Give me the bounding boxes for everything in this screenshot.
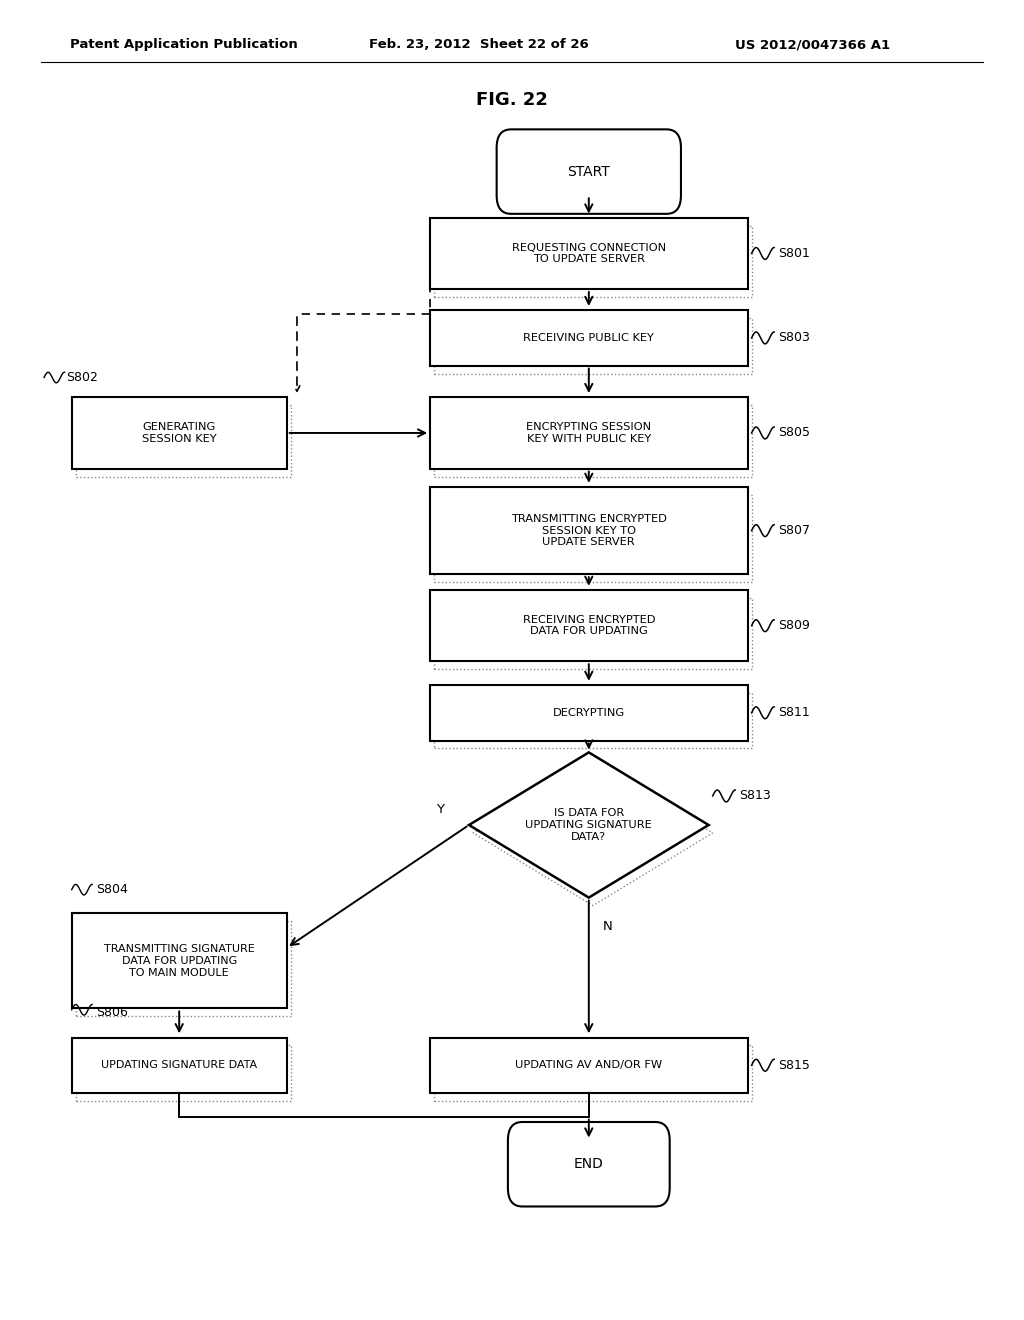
Bar bbox=[430, 310, 748, 366]
Text: RECEIVING ENCRYPTED
DATA FOR UPDATING: RECEIVING ENCRYPTED DATA FOR UPDATING bbox=[522, 615, 655, 636]
Text: S809: S809 bbox=[778, 619, 810, 632]
Text: END: END bbox=[573, 1158, 604, 1171]
Text: TRANSMITTING SIGNATURE
DATA FOR UPDATING
TO MAIN MODULE: TRANSMITTING SIGNATURE DATA FOR UPDATING… bbox=[103, 944, 255, 978]
Bar bbox=[434, 495, 752, 582]
Text: IS DATA FOR
UPDATING SIGNATURE
DATA?: IS DATA FOR UPDATING SIGNATURE DATA? bbox=[525, 808, 652, 842]
FancyBboxPatch shape bbox=[497, 129, 681, 214]
Text: TRANSMITTING ENCRYPTED
SESSION KEY TO
UPDATE SERVER: TRANSMITTING ENCRYPTED SESSION KEY TO UP… bbox=[511, 513, 667, 548]
Text: S805: S805 bbox=[778, 426, 810, 440]
Text: US 2012/0047366 A1: US 2012/0047366 A1 bbox=[735, 38, 890, 51]
Bar bbox=[76, 921, 291, 1016]
Text: RECEIVING PUBLIC KEY: RECEIVING PUBLIC KEY bbox=[523, 333, 654, 343]
Text: START: START bbox=[567, 165, 610, 178]
Text: S803: S803 bbox=[778, 331, 810, 345]
Bar bbox=[430, 487, 748, 574]
Text: S815: S815 bbox=[778, 1059, 810, 1072]
Text: DECRYPTING: DECRYPTING bbox=[553, 708, 625, 718]
Text: S801: S801 bbox=[778, 247, 810, 260]
Text: REQUESTING CONNECTION
TO UPDATE SERVER: REQUESTING CONNECTION TO UPDATE SERVER bbox=[512, 243, 666, 264]
Bar bbox=[72, 1038, 287, 1093]
Text: FIG. 22: FIG. 22 bbox=[476, 91, 548, 110]
Bar bbox=[434, 318, 752, 374]
Bar bbox=[430, 218, 748, 289]
Bar bbox=[430, 397, 748, 469]
Text: S813: S813 bbox=[739, 789, 771, 803]
Text: S806: S806 bbox=[96, 1006, 128, 1019]
Bar bbox=[430, 590, 748, 661]
Text: UPDATING SIGNATURE DATA: UPDATING SIGNATURE DATA bbox=[101, 1060, 257, 1071]
Bar bbox=[76, 1045, 291, 1101]
Text: N: N bbox=[602, 920, 612, 933]
Bar bbox=[72, 397, 287, 469]
Bar bbox=[434, 693, 752, 748]
Text: S807: S807 bbox=[778, 524, 810, 537]
Text: Y: Y bbox=[436, 803, 444, 816]
Bar bbox=[72, 913, 287, 1008]
Text: S811: S811 bbox=[778, 706, 810, 719]
Bar bbox=[434, 405, 752, 477]
Bar bbox=[430, 1038, 748, 1093]
Bar bbox=[430, 685, 748, 741]
Polygon shape bbox=[469, 752, 709, 898]
Bar bbox=[76, 405, 291, 477]
Text: S804: S804 bbox=[96, 883, 128, 896]
Text: UPDATING AV AND/OR FW: UPDATING AV AND/OR FW bbox=[515, 1060, 663, 1071]
FancyBboxPatch shape bbox=[508, 1122, 670, 1206]
Bar bbox=[434, 598, 752, 669]
Text: GENERATING
SESSION KEY: GENERATING SESSION KEY bbox=[142, 422, 216, 444]
Text: ENCRYPTING SESSION
KEY WITH PUBLIC KEY: ENCRYPTING SESSION KEY WITH PUBLIC KEY bbox=[526, 422, 651, 444]
Text: Feb. 23, 2012  Sheet 22 of 26: Feb. 23, 2012 Sheet 22 of 26 bbox=[369, 38, 589, 51]
Bar bbox=[434, 226, 752, 297]
Bar bbox=[434, 1045, 752, 1101]
Text: Patent Application Publication: Patent Application Publication bbox=[70, 38, 297, 51]
Text: S802: S802 bbox=[67, 371, 98, 384]
